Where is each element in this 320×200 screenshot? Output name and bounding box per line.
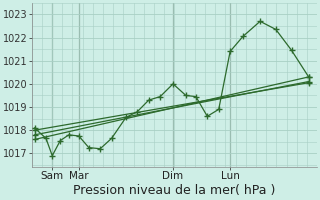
X-axis label: Pression niveau de la mer( hPa ): Pression niveau de la mer( hPa ) <box>73 184 276 197</box>
